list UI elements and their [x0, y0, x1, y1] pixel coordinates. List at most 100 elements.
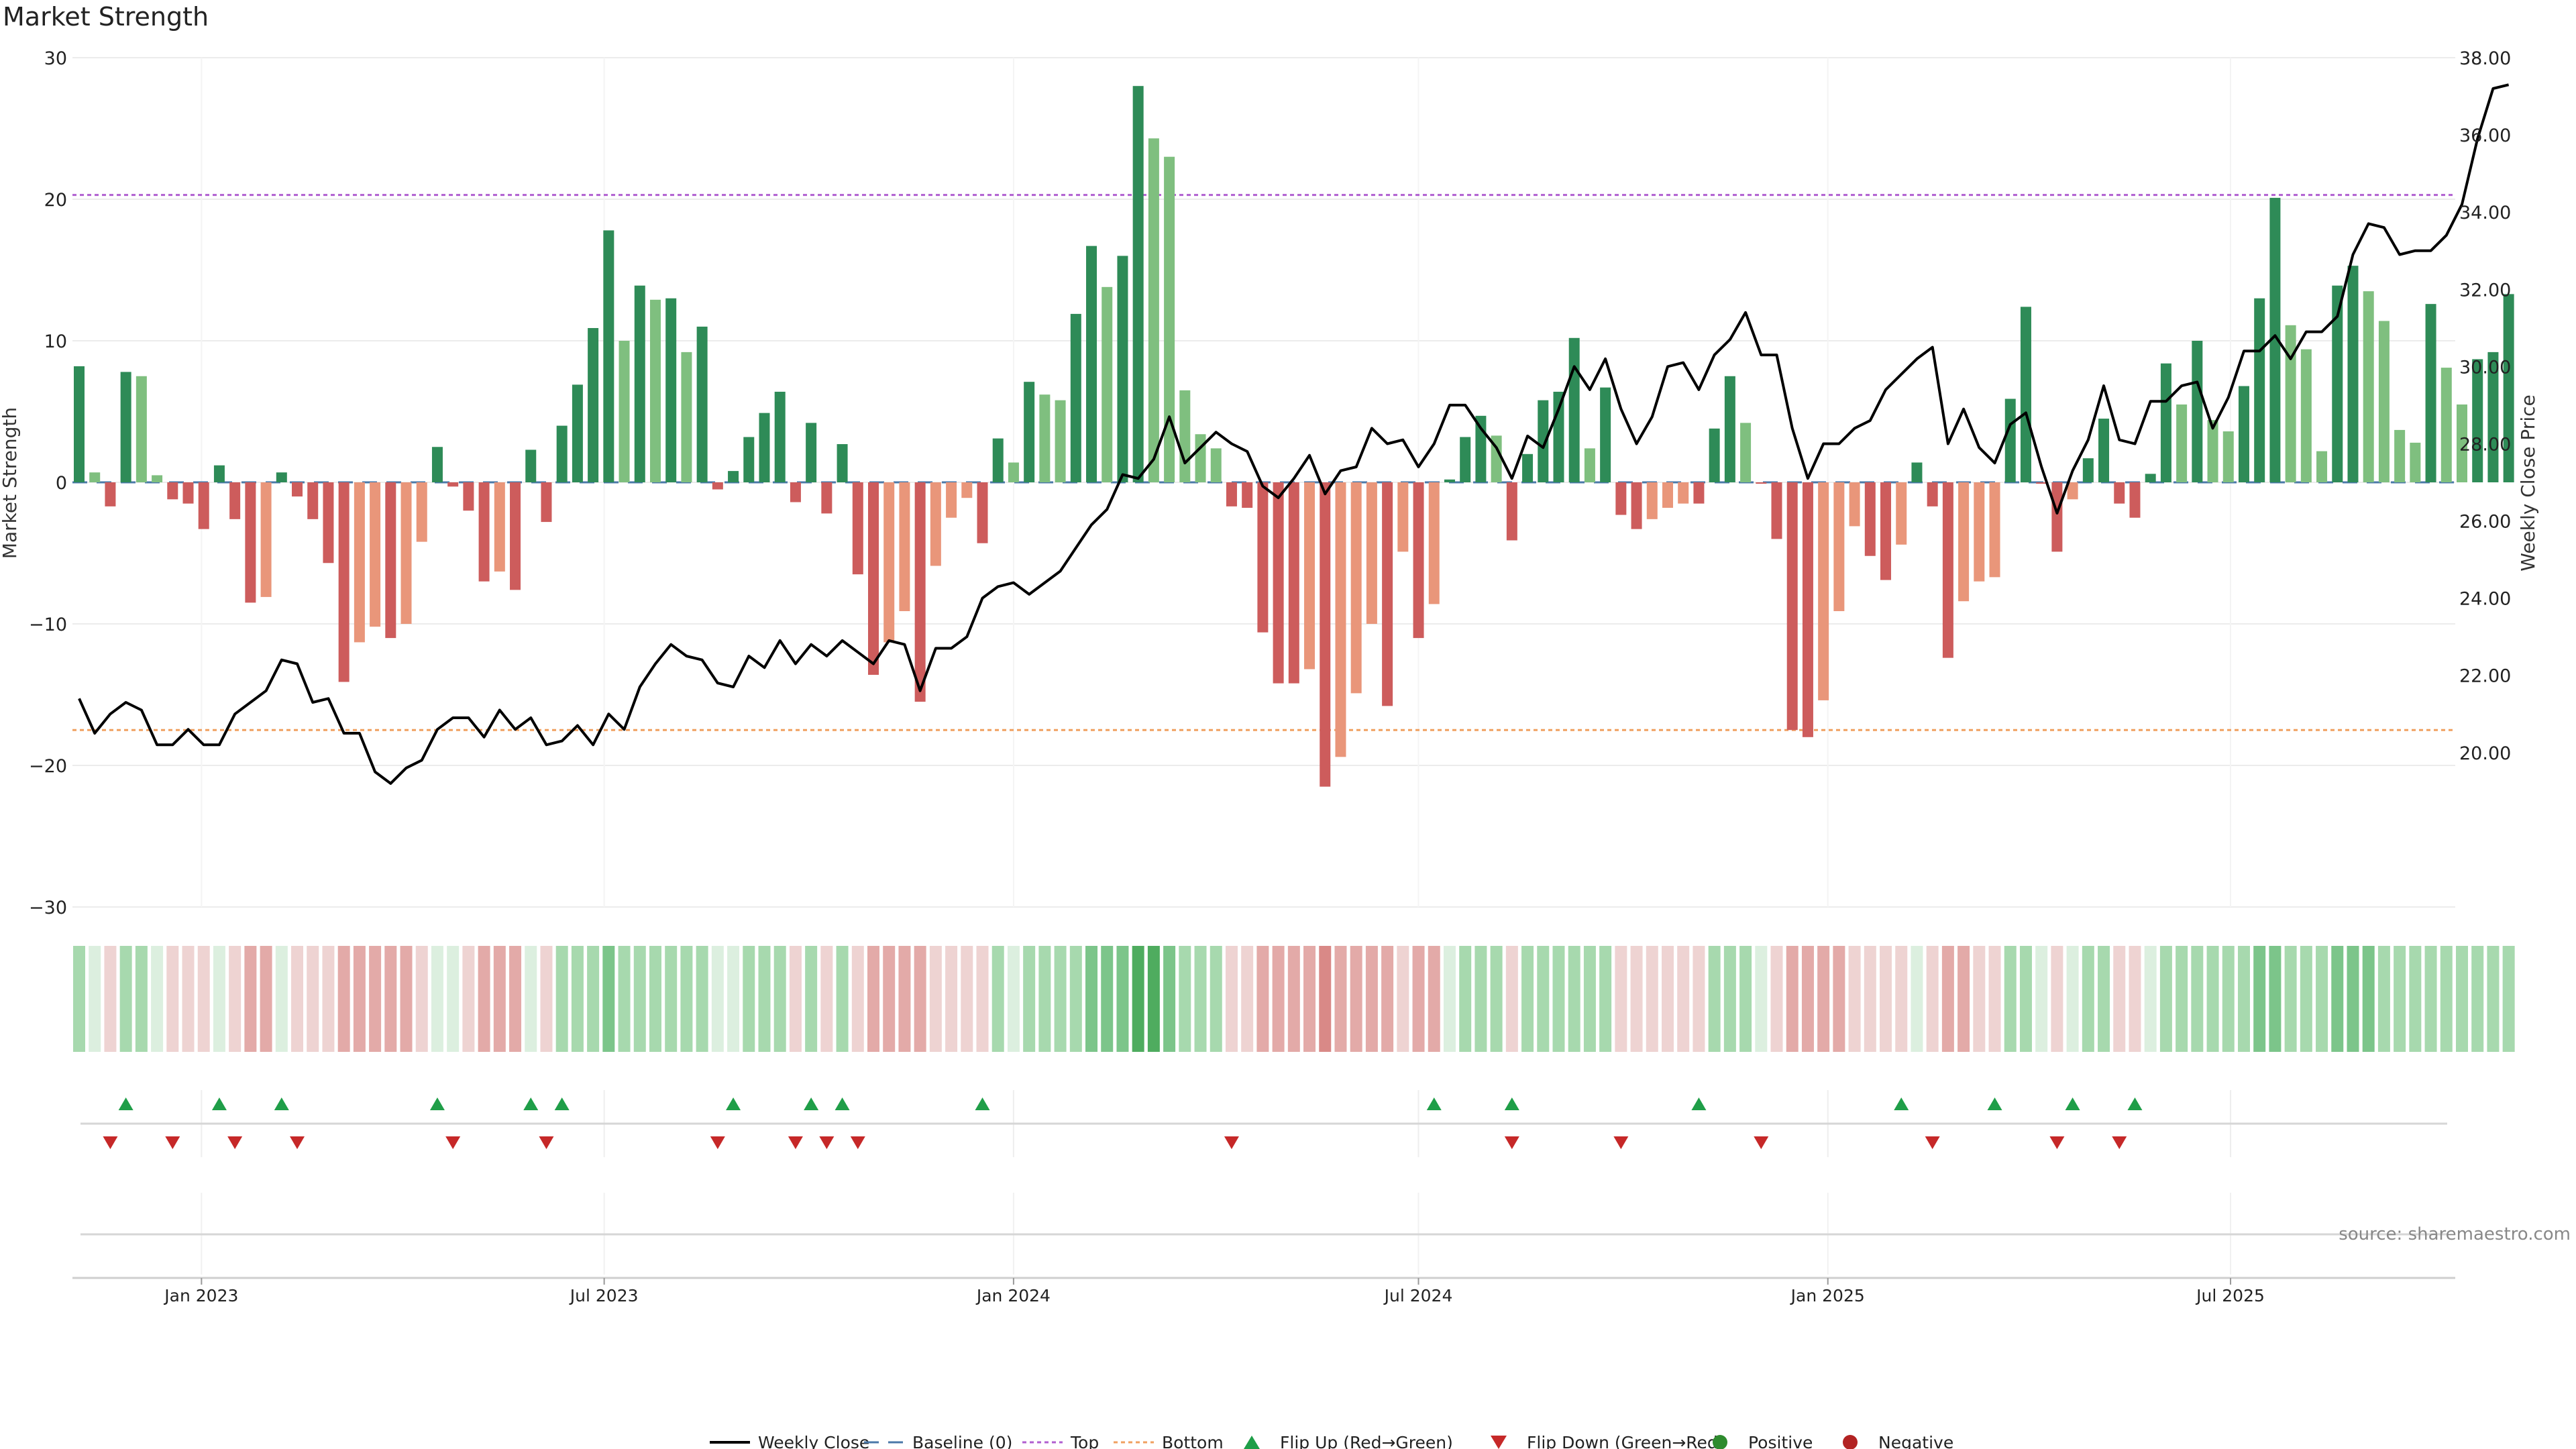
strength-bar — [1631, 482, 1642, 529]
zone-cell — [2066, 946, 2079, 1052]
strength-bar — [400, 482, 412, 624]
zone-cell — [2424, 946, 2437, 1052]
y-tick-label-right: 36.00 — [2459, 125, 2511, 146]
strength-bar — [1242, 482, 1253, 508]
zone-cell — [1801, 946, 1814, 1052]
y-axis-label-left: Market Strength — [0, 407, 21, 559]
strength-bar — [198, 482, 209, 529]
x-tick-label: Jul 2023 — [569, 1286, 639, 1305]
flip-up-marker — [118, 1097, 133, 1110]
zone-cell — [1911, 946, 1923, 1052]
strength-bar — [1366, 482, 1377, 624]
strength-bar — [2457, 404, 2467, 482]
strength-bar — [1148, 138, 1159, 482]
zone-cell — [1537, 946, 1550, 1052]
strength-bar — [1210, 448, 1222, 482]
zone-cell — [961, 946, 973, 1052]
zone-cell — [104, 946, 117, 1052]
zone-cell — [1007, 946, 1020, 1052]
strength-bar — [1678, 482, 1689, 504]
zone-cell — [2098, 946, 2110, 1052]
strength-bar — [1335, 482, 1346, 757]
zone-cell — [229, 946, 241, 1052]
zone-cell — [805, 946, 818, 1052]
strength-bar — [1724, 376, 1735, 482]
flip-down-marker — [1925, 1136, 1940, 1149]
y-tick-label-right: 24.00 — [2459, 589, 2511, 610]
zone-cell — [1350, 946, 1362, 1052]
zone-cell — [2129, 946, 2141, 1052]
strength-bar — [1584, 448, 1595, 482]
flip-up-marker — [1691, 1097, 1707, 1110]
strength-bar — [525, 449, 537, 482]
legend-swatch-down — [1491, 1436, 1507, 1449]
zone-cell — [1973, 946, 1986, 1052]
flip-down-marker — [850, 1136, 865, 1149]
strength-bar — [1491, 435, 1502, 482]
strength-bar — [2020, 307, 2031, 482]
strength-bar — [1538, 400, 1549, 482]
zone-cell — [525, 946, 537, 1052]
zone-cell — [976, 946, 989, 1052]
y-tick-label-left: 0 — [56, 473, 67, 494]
y-tick-label-right: 30.00 — [2459, 357, 2511, 378]
zone-cell — [898, 946, 911, 1052]
strength-bar — [977, 482, 988, 543]
zone-cell — [1101, 946, 1114, 1052]
zone-cell — [2035, 946, 2048, 1052]
y-ticks-right: 20.00 22.00 24.00 26.00 28.00 30.00 32.00 34.00… — [2459, 48, 2511, 764]
zone-cell — [633, 946, 646, 1052]
zone-cell — [587, 946, 600, 1052]
strength-bar — [2051, 482, 2063, 552]
zone-cell — [1957, 946, 1970, 1052]
zone-cell — [1116, 946, 1129, 1052]
zone-cell — [415, 946, 428, 1052]
zone-cell — [2487, 946, 2500, 1052]
strength-bar — [2254, 298, 2265, 482]
zone-cell — [1817, 946, 1830, 1052]
strength-bar — [1974, 482, 1985, 582]
strength-bar — [447, 482, 459, 487]
strength-bar — [1927, 482, 1938, 506]
y-tick-label-right: 28.00 — [2459, 434, 2511, 455]
strength-bar — [2347, 266, 2359, 482]
legend-item-top: Top — [1022, 1433, 1099, 1449]
zone-cell — [1786, 946, 1799, 1052]
zone-cell — [2377, 946, 2390, 1052]
strength-bar — [1989, 482, 2000, 578]
strength-bar — [899, 482, 910, 612]
strength-bar — [260, 482, 272, 597]
zone-cell — [743, 946, 755, 1052]
flip-up-marker — [1894, 1097, 1909, 1110]
zone-cell — [431, 946, 443, 1052]
strength-bar — [494, 482, 505, 572]
zone-cell — [883, 946, 896, 1052]
zone-cell — [929, 946, 942, 1052]
zone-cell — [2144, 946, 2157, 1052]
strength-bar — [2269, 197, 2281, 482]
strength-bar — [883, 482, 895, 643]
close-line-group — [78, 83, 2510, 785]
flip-down-marker — [1224, 1136, 1239, 1149]
strength-bar — [2394, 429, 2406, 482]
legend-label: Flip Up (Red→Green) — [1280, 1433, 1453, 1449]
strength-bar — [1942, 482, 1953, 658]
zone-cell — [2269, 946, 2282, 1052]
zone-color-strip — [73, 946, 2515, 1052]
flip-up-marker — [2127, 1097, 2143, 1110]
flip-markers-panel — [80, 1090, 2447, 1275]
legend-label: Positive — [1748, 1433, 1813, 1449]
zone-cell — [1646, 946, 1658, 1052]
strength-bar — [2207, 420, 2218, 482]
flip-down-marker — [1504, 1136, 1519, 1149]
zone-cell — [1505, 946, 1518, 1052]
zone-cell — [2082, 946, 2094, 1052]
strength-bar — [1132, 86, 1144, 482]
legend-label: Weekly Close — [758, 1433, 869, 1449]
zone-cell — [260, 946, 272, 1052]
legend-swatch-positive — [1713, 1435, 1727, 1449]
strength-bar — [245, 482, 256, 603]
zone-cell — [166, 946, 179, 1052]
zone-cell — [2456, 946, 2468, 1052]
strength-bar — [1506, 482, 1517, 541]
